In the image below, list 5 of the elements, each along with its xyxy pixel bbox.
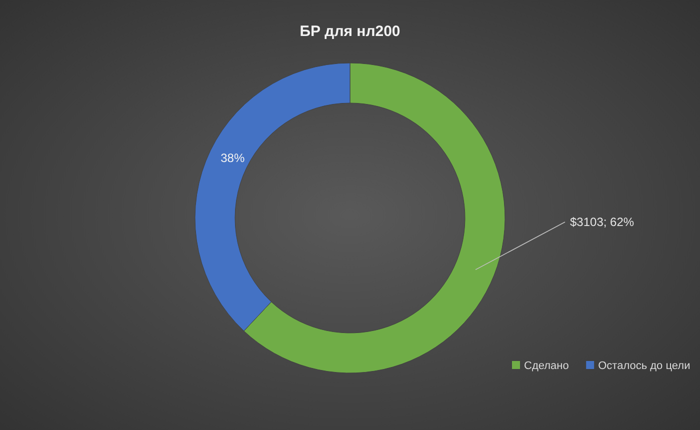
chart-title: БР для нл200 — [300, 23, 400, 40]
data-label: $3103; 62% — [570, 215, 634, 230]
legend-label: Осталось до цели — [598, 360, 690, 372]
slice-label: Сделано — [524, 360, 569, 372]
data-label: 38% — [220, 150, 245, 165]
